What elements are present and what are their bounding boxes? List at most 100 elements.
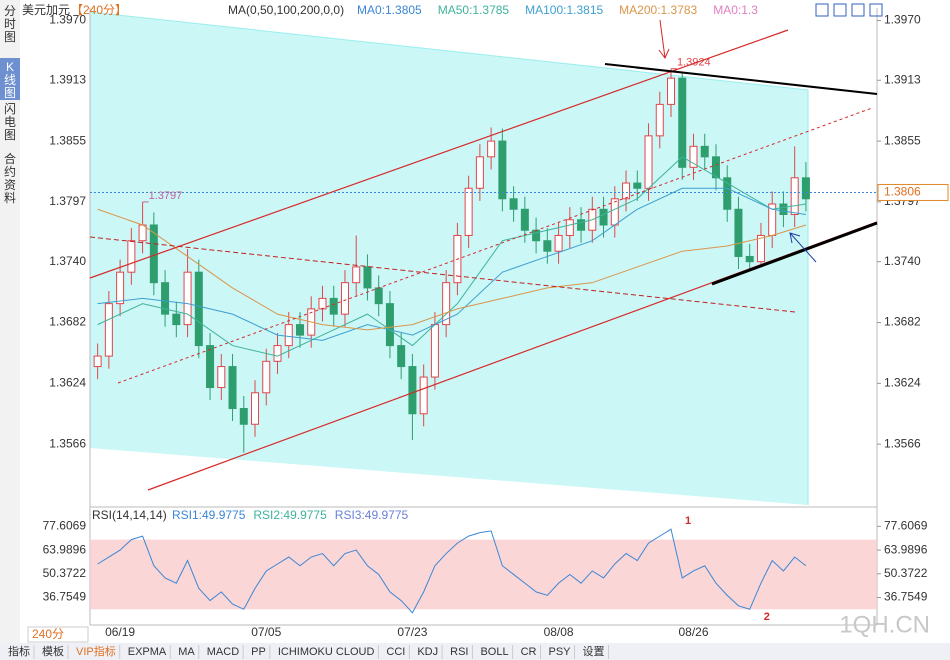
candle-body [318, 297, 327, 310]
region-edge [89, 11, 809, 91]
y-tick-label: 50.3722 [884, 566, 928, 580]
sidebar-tab-char[interactable]: 线 [4, 73, 16, 87]
annotation: 1.3924 [677, 57, 711, 69]
candle-body [442, 282, 451, 326]
icon[interactable] [869, 3, 883, 17]
toolbar-tab[interactable]: BOLL [480, 646, 508, 658]
sidebar-tab-char[interactable]: 分 [4, 4, 16, 18]
last-price-label: 1.3806 [884, 185, 921, 199]
toolbar-tab[interactable]: 指标 [8, 644, 30, 658]
sidebar-tab-char[interactable]: 约 [4, 164, 16, 179]
annotation: 1.3797 [149, 190, 183, 202]
toolbar-tab[interactable]: 设置 [583, 645, 605, 658]
candle-body [228, 366, 237, 410]
toolbar-tab[interactable]: ICHIMOKU CLOUD [278, 646, 375, 658]
candle-body [565, 219, 574, 236]
y-tick-label: 36.7549 [43, 590, 87, 604]
ma-line [97, 187, 806, 341]
y-tick-label: 63.9896 [884, 542, 928, 556]
toolbar-tab[interactable]: MACD [207, 646, 239, 658]
legend-entry: MA100:1.3815 [525, 3, 603, 17]
candle-body [554, 234, 563, 252]
x-tick-label: 07/23 [397, 625, 427, 639]
y-tick-label: 1.3682 [49, 315, 86, 329]
toolbar-tab[interactable]: MA [178, 646, 195, 658]
toolbar [0, 643, 950, 660]
rsi-annotation: 1 [685, 515, 691, 527]
candle-body [801, 177, 810, 200]
toolbar-icons[interactable] [815, 3, 883, 17]
icon[interactable] [833, 3, 847, 17]
arrow [789, 232, 817, 263]
toolbar-tab[interactable]: PSY [549, 646, 572, 658]
candle-body [239, 408, 248, 425]
candle-body [779, 203, 788, 216]
candle-body [723, 177, 732, 210]
candle-body [273, 345, 282, 362]
toolbar-tab[interactable]: KDJ [417, 646, 438, 658]
plot-area [89, 11, 809, 505]
toolbar-tab[interactable]: EXPMA [128, 646, 167, 658]
x-tick-label: 07/05 [251, 625, 281, 639]
candle-body [419, 376, 428, 415]
candle-body [633, 182, 642, 189]
toolbar-tab[interactable]: 模板 [42, 644, 64, 658]
candle-body [599, 208, 608, 226]
candle-body [385, 303, 394, 347]
y-tick-label: 1.3682 [884, 315, 921, 329]
candle-body [284, 324, 293, 347]
candle-body [374, 287, 383, 305]
rsi-title: RSI(14,14,14) [92, 508, 167, 522]
sidebar-tab-char[interactable]: 时 [4, 17, 16, 31]
toolbar-tab[interactable]: CCI [386, 646, 405, 658]
candle-body [161, 282, 170, 315]
sidebar-tab-char[interactable]: 合 [4, 151, 16, 166]
y-tick-label: 1.3913 [884, 72, 921, 86]
sidebar-tab-char[interactable]: 料 [4, 191, 16, 205]
y-tick-label: 77.6069 [884, 519, 928, 533]
toolbar-tab[interactable]: PP [251, 646, 266, 658]
candle-body [644, 135, 653, 189]
y-tick-label: 63.9896 [43, 542, 87, 556]
sidebar-tab-char[interactable]: 闪 [4, 102, 16, 116]
sidebar-tab-char[interactable]: 图 [4, 128, 16, 142]
candle-body [475, 156, 484, 189]
icon[interactable] [815, 3, 829, 17]
toolbar-tab[interactable]: VIP指标 [76, 644, 116, 658]
last-price-box [877, 183, 949, 201]
y-tick-label: 1.3970 [884, 13, 921, 27]
toolbar-tab[interactable]: RSI [450, 646, 468, 658]
rsi-annotation: 2 [764, 611, 770, 623]
y-tick-label: 77.6069 [43, 519, 87, 533]
candle-body [408, 366, 417, 415]
sidebar-tab-char[interactable]: 图 [4, 30, 16, 44]
sidebar-tab-char[interactable]: 电 [4, 115, 16, 129]
candle-body [610, 198, 619, 226]
y-tick-label: 1.3855 [884, 133, 921, 147]
watermark: 1QH.CN [839, 611, 930, 638]
sidebar-tab-char[interactable]: 资 [4, 178, 16, 192]
ma-line [97, 208, 807, 331]
y-tick-label: 50.3722 [43, 566, 87, 580]
arrow [658, 19, 670, 59]
candle-body [667, 77, 676, 105]
candle-body [711, 156, 720, 179]
candle-body [700, 145, 709, 158]
sidebar-tab-char[interactable]: 图 [4, 86, 16, 100]
sidebar [0, 0, 20, 643]
candle-body [251, 392, 260, 425]
toolbar-tab[interactable]: CR [521, 646, 537, 658]
channel-region [90, 12, 808, 505]
period-select[interactable] [27, 626, 89, 643]
candle-body [206, 345, 215, 389]
candle-body [138, 224, 147, 242]
candle-body [734, 208, 743, 257]
period-select-label[interactable]: 240分 [32, 627, 64, 641]
y-tick-label: 1.3740 [49, 254, 86, 268]
rsi-line [97, 528, 807, 614]
sidebar-tab-char[interactable]: K [6, 60, 14, 74]
y-tick-label: 1.3855 [49, 133, 86, 147]
candle-body [116, 271, 125, 305]
icon[interactable] [851, 3, 865, 17]
candle-body [104, 303, 113, 357]
